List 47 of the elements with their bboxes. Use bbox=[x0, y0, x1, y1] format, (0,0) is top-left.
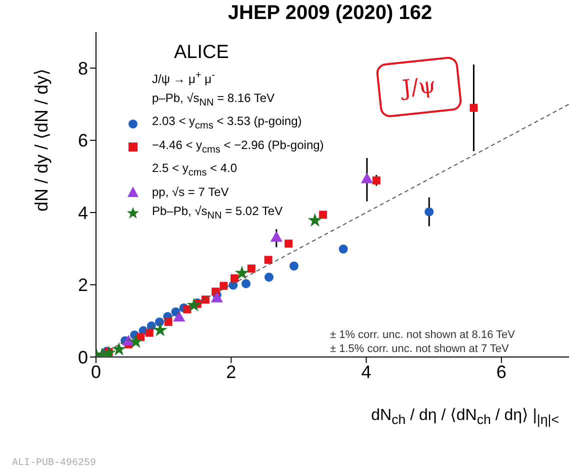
y-tick-label: 2 bbox=[78, 275, 88, 296]
point bbox=[308, 212, 322, 227]
annotation: ± 1% corr. unc. not shown at 8.16 TeV bbox=[330, 328, 515, 342]
point bbox=[186, 298, 202, 312]
y-tick-label: 6 bbox=[78, 130, 88, 151]
y-tick-label: 4 bbox=[78, 202, 88, 223]
rounded-stamp-frame: J/ψ bbox=[375, 56, 463, 118]
point bbox=[470, 104, 478, 112]
legend-label: Pb–Pb, √s$_{NN}$ = 5.02 TeV bbox=[152, 202, 283, 223]
point bbox=[153, 322, 168, 336]
legend-label: −4.46 < y$_{cms}$ < −2.96 (Pb-going) bbox=[152, 136, 324, 158]
point bbox=[372, 176, 380, 184]
point bbox=[284, 240, 293, 248]
x-tick-label: 4 bbox=[361, 362, 372, 382]
point bbox=[289, 261, 298, 271]
point bbox=[247, 264, 256, 273]
point bbox=[112, 342, 126, 356]
y-tick-label: 0 bbox=[78, 347, 88, 368]
annotation: p–Pb, √s$_{NN}$ = 8.16 TeV bbox=[151, 90, 276, 110]
point bbox=[234, 266, 250, 280]
point bbox=[338, 244, 348, 254]
annotation: 2.5 < y$_{cms}$ < 4.0 bbox=[151, 160, 238, 181]
point bbox=[145, 328, 154, 337]
y-axis-title: dN / dy / ⟨dN / dy⟩ bbox=[32, 68, 52, 212]
annotation: ± 1.5% corr. unc. not shown at 7 TeV bbox=[330, 342, 510, 356]
x-tick-label: 2 bbox=[226, 362, 236, 382]
x-tick-label: 0 bbox=[90, 362, 102, 382]
annotation: J/ψ → μ$^{+}$ μ$^{-}$ bbox=[151, 69, 216, 88]
annotation: ALICE bbox=[173, 41, 230, 65]
text: ALI-PUB-496259 bbox=[12, 458, 96, 469]
point bbox=[264, 256, 272, 264]
point bbox=[264, 272, 274, 282]
x-tick-label: 6 bbox=[496, 362, 506, 382]
point bbox=[230, 274, 239, 282]
point bbox=[424, 207, 434, 216]
y-tick-label: 8 bbox=[78, 58, 88, 78]
x-axis-title: dN$_{ch}$ / dη / ⟨dN$_{ch}$ / dη⟩ |$_{|η|<}$ bbox=[371, 406, 559, 428]
point bbox=[128, 334, 144, 348]
legend-label: pp, √s = 7 TeV bbox=[152, 184, 229, 201]
point bbox=[220, 282, 228, 290]
annotation: J/ψ bbox=[401, 72, 437, 102]
point bbox=[319, 210, 328, 219]
point bbox=[164, 318, 172, 326]
chart-title: JHEP 2009 (2020) 162 bbox=[226, 2, 434, 25]
legend-label: 2.03 < y$_{cms}$ < 3.53 (p-going) bbox=[152, 113, 302, 134]
point bbox=[241, 279, 251, 288]
point bbox=[201, 296, 210, 304]
